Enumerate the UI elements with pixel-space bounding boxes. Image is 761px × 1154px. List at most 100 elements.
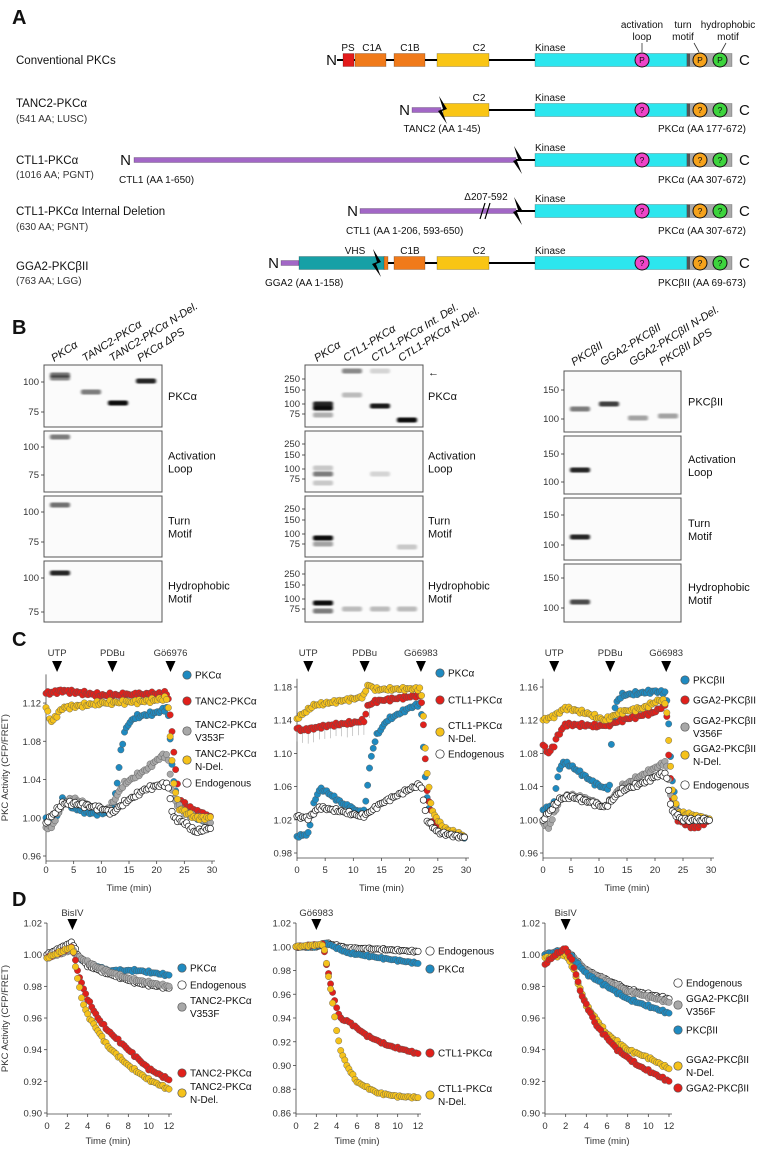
mw-marker-label: 100 xyxy=(543,477,559,488)
panel-label-b: B xyxy=(12,317,26,339)
x-tick-label: 10 xyxy=(392,1121,403,1132)
legend-label: Endogenous xyxy=(195,779,251,790)
hydrophobic-motif-site-icon xyxy=(712,52,728,68)
data-point xyxy=(331,1013,339,1021)
mw-marker-label: 100 xyxy=(284,594,300,605)
data-point xyxy=(568,956,576,963)
treatment-label: Gö6983 xyxy=(649,648,683,659)
data-point xyxy=(44,707,52,715)
mw-marker-label: 100 xyxy=(543,540,559,551)
legend-entry: GGA2-PKCβII V356F xyxy=(673,994,749,1018)
protein-band xyxy=(570,599,590,605)
protein-band xyxy=(313,480,333,486)
legend-label: V356F xyxy=(693,729,722,740)
treatment-label: Gö6983 xyxy=(299,908,333,919)
legend-label: CTL1-PKCα xyxy=(448,696,502,707)
y-tick-label: 0.90 xyxy=(273,1061,292,1072)
legend-marker xyxy=(425,964,435,974)
data-point xyxy=(304,829,312,836)
legend-entry: PKCβII xyxy=(673,1025,718,1037)
data-point xyxy=(460,833,468,841)
y-tick-label: 0.90 xyxy=(522,1109,541,1120)
y-tick-label: 1.18 xyxy=(274,683,293,694)
blot-antibody-label: Activation xyxy=(428,451,476,463)
blot-image xyxy=(43,560,163,623)
y-tick-label: 1.02 xyxy=(522,919,541,930)
data-point xyxy=(206,813,214,821)
y-tick-label: 0.98 xyxy=(274,849,293,860)
x-axis-title: Time (min) xyxy=(584,1136,629,1147)
y-tick-label: 1.10 xyxy=(274,749,293,760)
turn-motif-site-icon xyxy=(692,255,708,271)
pkc-region-label: PKCα (AA 307-672) xyxy=(658,226,746,237)
protein-band xyxy=(397,417,417,423)
hydrophobic-site-title: motif xyxy=(717,32,739,43)
protein-band xyxy=(599,401,619,407)
legend-marker xyxy=(177,1068,187,1078)
legend-marker xyxy=(177,980,187,990)
legend-label: N-Del. xyxy=(438,1097,466,1108)
protein-band xyxy=(50,502,70,508)
data-point xyxy=(421,755,429,763)
pkc-region-label: PKCα (AA 307-672) xyxy=(658,175,746,186)
site-leader-line xyxy=(720,42,727,53)
legend-marker xyxy=(177,1002,187,1012)
legend-marker xyxy=(680,750,690,760)
x-tick-label: 0 xyxy=(293,1121,298,1132)
blot-antibody-label: Activation xyxy=(688,454,736,466)
legend-marker xyxy=(177,963,187,973)
construct-name: GGA2-PKCβII xyxy=(16,261,88,273)
fusion-breakpoint-icon xyxy=(513,197,522,225)
y-tick-label: 1.06 xyxy=(274,782,293,793)
data-point xyxy=(323,959,330,967)
data-point xyxy=(414,960,422,967)
c1b-domain xyxy=(393,256,426,270)
legend-label: N-Del. xyxy=(195,762,223,773)
c1a-domain xyxy=(354,53,387,67)
legend-label: Endogenous xyxy=(448,750,504,761)
legend-label: N-Del. xyxy=(686,1068,714,1079)
blot-antibody-label: Hydrophobic xyxy=(168,581,230,593)
deletion-break-icon xyxy=(479,202,491,220)
mw-marker-label: 100 xyxy=(23,442,39,453)
mw-marker-label: 150 xyxy=(543,449,559,460)
domain-label-c1b: C1B xyxy=(400,246,420,257)
mw-marker-label: 100 xyxy=(284,529,300,540)
data-point xyxy=(362,710,370,718)
treatment-label: BisIV xyxy=(555,908,578,919)
y-tick-label: 0.96 xyxy=(23,852,42,863)
protein-band xyxy=(370,471,390,477)
data-point xyxy=(548,816,556,824)
data-point xyxy=(168,757,176,764)
protein-band xyxy=(313,600,333,606)
legend-entry: GGA2-PKCβII N-Del. xyxy=(680,744,756,768)
turn-site-title: turn xyxy=(674,20,691,31)
data-point xyxy=(572,971,580,978)
x-axis-title: Time (min) xyxy=(359,883,404,894)
c2-domain xyxy=(436,256,490,270)
kinase-domain xyxy=(534,153,688,167)
x-tick-label: 0 xyxy=(294,865,299,876)
data-point xyxy=(366,764,373,772)
legend-marker xyxy=(673,1025,683,1035)
legend-marker xyxy=(435,668,445,678)
y-tick-label: 0.94 xyxy=(24,1045,43,1056)
blot-antibody-label: Motif xyxy=(428,594,453,606)
construct-length: (763 AA; LGG) xyxy=(16,276,82,287)
x-tick-label: 4 xyxy=(334,1121,339,1132)
data-point xyxy=(333,1027,341,1034)
hydrophobic-motif-site-icon xyxy=(712,152,728,168)
y-tick-label: 1.04 xyxy=(23,775,42,786)
data-point xyxy=(414,1050,422,1057)
blot-antibody-label: Turn xyxy=(688,518,710,530)
x-tick-label: 25 xyxy=(678,865,689,876)
data-point xyxy=(665,1009,673,1017)
y-tick-label: 0.94 xyxy=(522,1045,541,1056)
x-tick-label: 10 xyxy=(594,865,605,876)
x-tick-label: 8 xyxy=(625,1121,630,1132)
time-course-chart: 0.96 1.00 1.04 1.08 1.12 0 5 10 15 20 25 30 Time (mi… xyxy=(0,648,257,894)
legend-marker xyxy=(680,722,690,732)
data-point xyxy=(667,762,674,770)
